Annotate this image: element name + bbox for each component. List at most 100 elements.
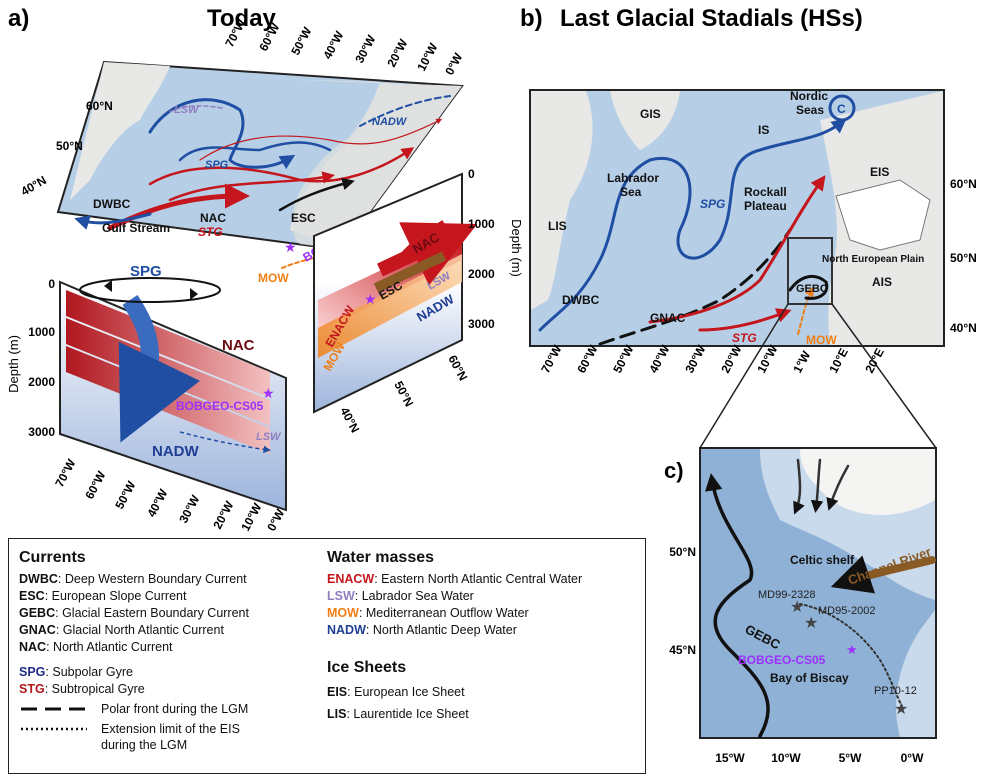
label-labrador: Labrador <box>607 171 659 185</box>
lat-tick: 60°N <box>445 353 470 383</box>
depth-axis-title-left: Depth (m) <box>6 335 21 393</box>
legend-desc: : European Ice Sheet <box>347 685 465 699</box>
legend-current-item: GEBC: Glacial Eastern Boundary Current <box>19 606 249 621</box>
lon-tick: 10°W <box>414 40 441 73</box>
panel-b-title: Last Glacial Stadials (HSs) <box>560 5 863 32</box>
legend-water-heading: Water masses <box>327 549 435 566</box>
legend-desc: : Mediterranean Outflow Water <box>358 606 529 620</box>
lon-tick: 60°W <box>574 342 601 375</box>
legend-ice-item: LIS: Laurentide Ice Sheet <box>327 707 469 722</box>
label-eis: EIS <box>870 165 889 179</box>
legend-abbr: GEBC <box>19 606 56 620</box>
panel-a-right-section <box>313 172 478 414</box>
inset-connector-left <box>699 303 789 449</box>
legend-current-item: GNAC: Glacial North Atlantic Current <box>19 623 224 638</box>
legend-desc: : European Slope Current <box>44 589 187 603</box>
legend-abbr: NAC <box>19 640 47 654</box>
label-stg-b: STG <box>732 331 757 345</box>
label-gebc-b: GEBC <box>796 283 828 295</box>
legend-eis-limit-line1: Extension limit of the EIS <box>101 722 240 736</box>
lon-tick: 50°W <box>610 342 637 375</box>
depth-tick: 2000 <box>28 375 55 389</box>
site-star-left: ★ <box>262 385 275 401</box>
site-star-right: ★ <box>364 291 377 307</box>
lon-tick: 10°W <box>771 751 801 765</box>
depth-tick: 3000 <box>468 317 495 331</box>
panel-c-letter: c) <box>664 458 684 483</box>
lon-tick: 40°W <box>646 342 673 375</box>
lat-tick: 40°N <box>19 173 49 199</box>
panel-c-stars: ★ ★ ★ ★ <box>790 599 908 718</box>
label-north-european-plain: North European Plain <box>822 254 924 265</box>
label-c: C <box>837 102 846 116</box>
legend-abbr: DWBC <box>19 572 58 586</box>
label-mow: MOW <box>258 271 289 285</box>
label-celtic-shelf: Celtic shelf <box>790 553 855 567</box>
depth-tick: 1000 <box>28 325 55 339</box>
legend-desc: : Labrador Sea Water <box>354 589 474 603</box>
panel-a-letter: a) <box>8 5 29 32</box>
panel-b-lon-ticks: 70°W 60°W 50°W 40°W 30°W 20°W 10°W 1°W 1… <box>538 342 887 375</box>
legend-desc: : Subtropical Gyre <box>44 682 145 696</box>
panel-b-labels: GIS Nordic Seas C IS EIS Labrador Sea SP… <box>548 89 924 347</box>
legend-eis-limit-line2: during the LGM <box>101 738 188 752</box>
panel-a-title: Today <box>207 5 277 32</box>
lon-tick: 20°W <box>718 342 745 375</box>
legend-current-item: DWBC: Deep Western Boundary Current <box>19 572 247 587</box>
panel-a-left-depth-ticks: 0 1000 2000 3000 <box>28 277 55 439</box>
lon-tick: 15°W <box>715 751 745 765</box>
lon-tick: 10°W <box>238 500 265 533</box>
lat-tick: 50°N <box>669 545 696 559</box>
label-gnac: GNAC <box>650 311 686 325</box>
label-spg-section: SPG <box>130 263 162 280</box>
lat-tick: 50°N <box>950 251 977 265</box>
legend-water-item: ENACW: Eastern North Atlantic Central Wa… <box>327 572 582 587</box>
legend-abbr: SPG <box>19 665 46 679</box>
panel-a-top-map <box>56 60 464 252</box>
panel-b-map <box>529 89 945 347</box>
label-lsw: LSW <box>174 104 200 116</box>
panel-c-lon-ticks: 15°W 10°W 5°W 0°W <box>715 751 924 765</box>
legend-abbr: MOW <box>327 606 359 620</box>
lon-tick: 0°W <box>901 751 924 765</box>
legend-desc: : Eastern North Atlantic Central Water <box>374 572 583 586</box>
inset-connector-right <box>831 303 937 449</box>
panel-a-right-depth-ticks: 0 1000 2000 3000 <box>468 167 495 331</box>
legend-desc: : Laurentide Ice Sheet <box>346 707 469 721</box>
legend-currents-heading: Currents <box>19 549 86 566</box>
depth-tick: 0 <box>468 167 475 181</box>
depth-tick: 1000 <box>468 217 495 231</box>
depth-tick: 3000 <box>28 425 55 439</box>
label-spg-b: SPG <box>700 197 725 211</box>
label-site-section: BOBGEO-CS05 <box>176 399 264 413</box>
lat-tick: 45°N <box>669 643 696 657</box>
label-mow-b: MOW <box>806 333 837 347</box>
label-rockall-plateau: Plateau <box>744 199 787 213</box>
panel-b-currents <box>538 94 856 346</box>
label-seas: Seas <box>796 103 824 117</box>
label-bay-of-biscay: Bay of Biscay <box>770 671 849 685</box>
lon-tick: 10°W <box>754 342 781 375</box>
lat-tick: 50°N <box>56 139 83 153</box>
depth-tick: 2000 <box>468 267 495 281</box>
legend-water-item: NADW: North Atlantic Deep Water <box>327 623 517 638</box>
label-lsw-section: LSW <box>256 431 282 443</box>
lon-tick: 50°W <box>112 478 139 511</box>
legend-gyre-item: SPG: Subpolar Gyre <box>19 665 133 680</box>
label-md95: MD95-2002 <box>818 605 875 617</box>
lon-tick: 60°W <box>82 468 109 501</box>
panel-c-lat-ticks: 50°N 45°N <box>669 545 696 657</box>
panel-b-inset-box <box>787 237 833 305</box>
label-lis: LIS <box>548 219 567 233</box>
lat-tick: 40°N <box>337 405 362 435</box>
site-star-c: ★ <box>846 642 858 657</box>
label-pp10: PP10-12 <box>874 685 917 697</box>
legend-gyre-item: STG: Subtropical Gyre <box>19 682 145 697</box>
panel-b-lat-ticks: 60°N 50°N 40°N <box>950 177 977 335</box>
label-stg: STG <box>198 225 223 239</box>
lon-tick: 30°W <box>352 32 379 65</box>
legend-ice-item: EIS: European Ice Sheet <box>327 685 465 700</box>
label-md99: MD99-2328 <box>758 589 815 601</box>
legend-abbr: LSW <box>327 589 355 603</box>
